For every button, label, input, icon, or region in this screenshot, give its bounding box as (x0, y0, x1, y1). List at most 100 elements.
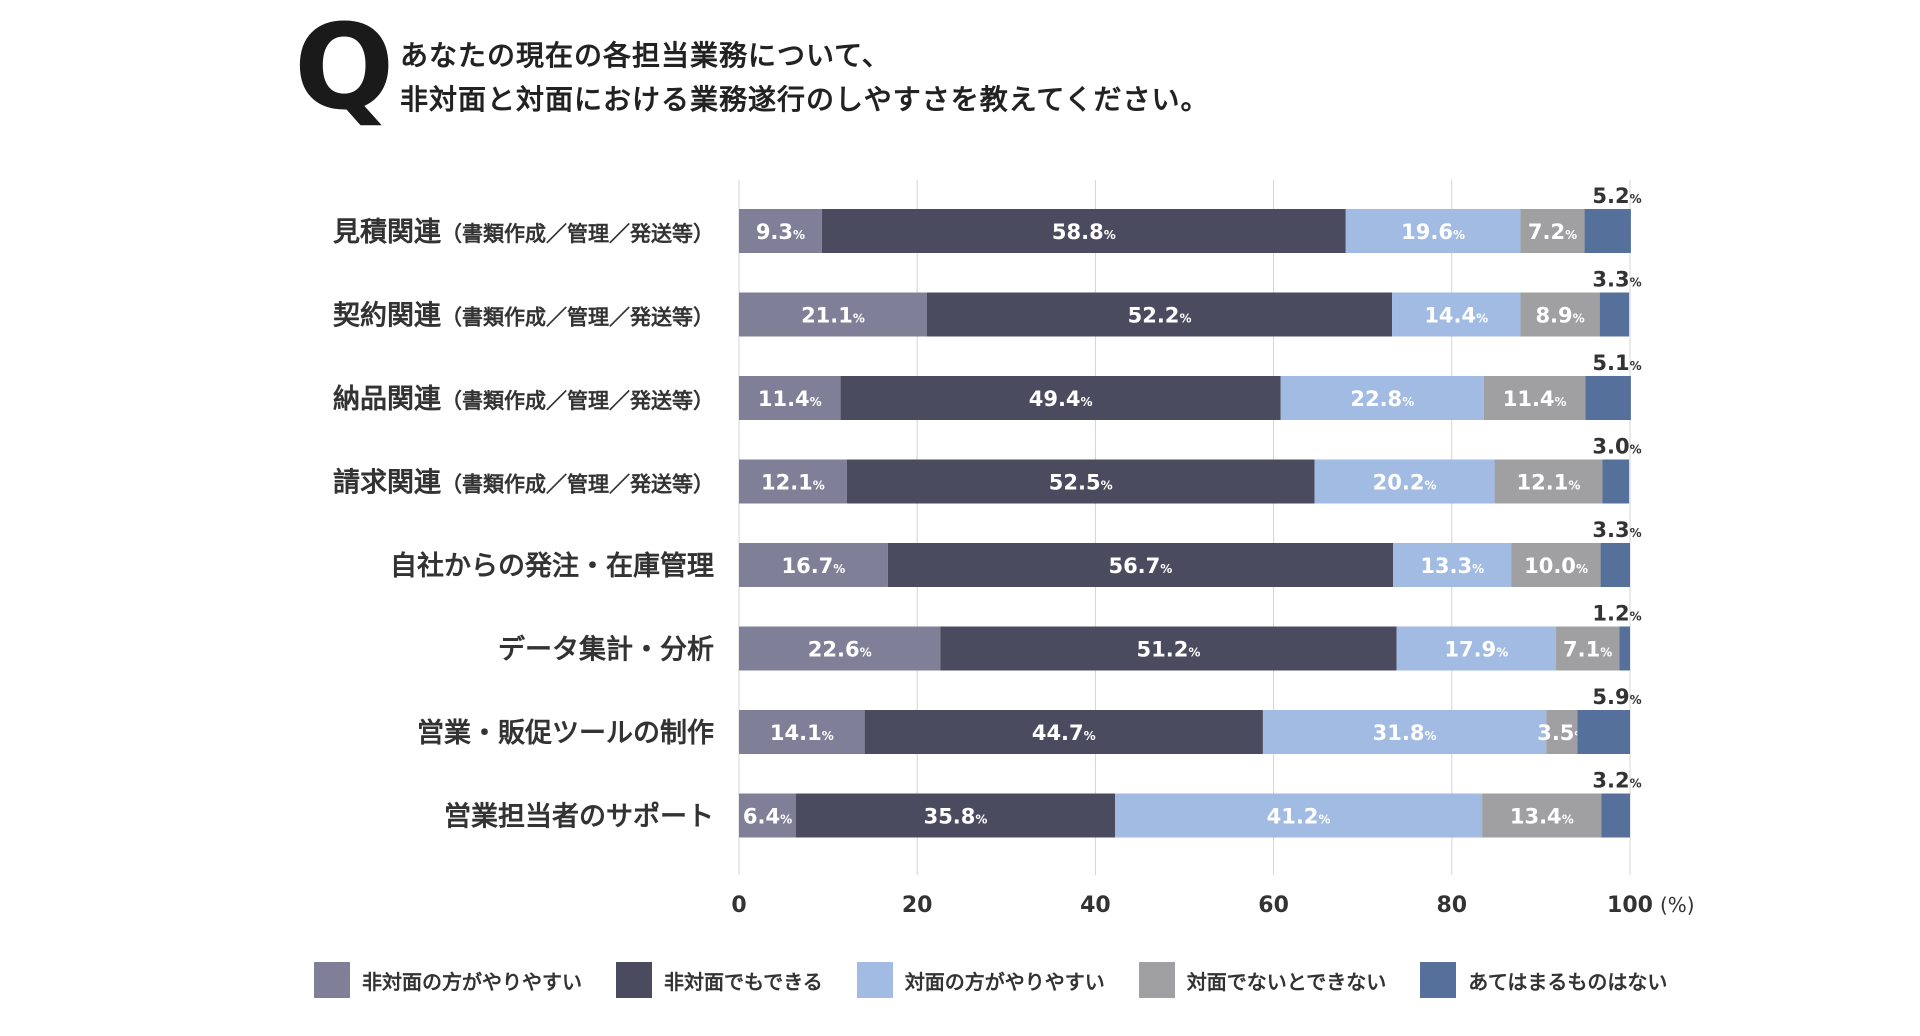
bar-segment (1494, 459, 1603, 504)
legend-swatch (1138, 962, 1175, 998)
bar-segment (1115, 793, 1483, 838)
bar-segment (1520, 209, 1585, 253)
category-label: 請求関連（書類作成／管理／発送等） (333, 467, 714, 499)
bar-segment (1619, 626, 1630, 671)
data-label: 49.4% (1029, 387, 1093, 411)
data-label: 17.9% (1444, 638, 1508, 662)
data-label: 22.6% (808, 638, 872, 662)
data-label: 3.0% (1592, 435, 1641, 459)
legend-swatch (856, 962, 893, 998)
data-label: 12.1% (761, 471, 825, 495)
data-label: 5.1% (1592, 351, 1641, 375)
category-label: 営業担当者のサポート (444, 801, 714, 833)
data-label: 3.3% (1592, 518, 1641, 542)
legend-label: 対面の方がやりやすい (904, 969, 1105, 994)
bar-segment (1396, 626, 1557, 671)
bar-segment (1483, 376, 1586, 420)
bar-segment (1482, 793, 1602, 838)
question-line-1: あなたの現在の各担当業務について、 (400, 39, 891, 72)
data-label: 13.4% (1510, 805, 1574, 829)
bar-segment (846, 459, 1315, 504)
bar-segment (1392, 543, 1512, 587)
data-label: 44.7% (1032, 721, 1096, 745)
legend-item: あてはまるものはない (1420, 962, 1667, 998)
legend-item: 非対面でもできる (616, 962, 823, 998)
data-label: 22.8% (1350, 387, 1414, 411)
legend-label: 非対面の方がやりやすい (362, 969, 582, 994)
data-label: 3.2% (1592, 769, 1641, 793)
question-text: あなたの現在の各担当業務について、 非対面と対面における業務遂行のしやすさを教え… (400, 34, 1209, 122)
data-label: 3.3% (1592, 268, 1641, 292)
legend-item: 非対面の方がやりやすい (314, 962, 582, 998)
bar-segment (739, 793, 797, 838)
bar-segment (739, 292, 928, 337)
bar-segment (864, 710, 1263, 754)
x-unit-label: (%) (1660, 893, 1695, 917)
legend-item: 対面でないとできない (1138, 962, 1387, 998)
data-label: 35.8% (924, 805, 988, 829)
x-tick-label: 60 (1258, 893, 1289, 918)
data-label: 5.9% (1592, 685, 1641, 709)
data-label: 51.2% (1137, 638, 1201, 662)
legend-swatch (1420, 962, 1457, 998)
category-label: データ集計・分析 (498, 634, 714, 666)
category-label: 営業・販促ツールの制作 (417, 717, 714, 749)
bar-segment (1599, 292, 1630, 337)
data-label: 13.3% (1420, 554, 1484, 578)
bar-segment (1345, 209, 1521, 253)
data-label: 5.2% (1592, 184, 1641, 208)
chart-legend: 非対面の方がやりやすい 非対面でもできる 対面の方がやりやすい 対面でないとできない あ… (314, 962, 1701, 998)
data-label: 14.1% (770, 721, 834, 745)
bar-segment (739, 459, 847, 504)
bar-segment (840, 376, 1281, 420)
data-label: 10.0% (1524, 554, 1588, 578)
x-tick-label: 40 (1080, 893, 1111, 918)
category-label: 見積関連（書類作成／管理／発送等） (333, 217, 714, 248)
data-label: 16.7% (781, 554, 845, 578)
x-tick-label: 80 (1436, 893, 1467, 918)
bar-segment (1392, 292, 1521, 337)
data-label: 52.5% (1049, 471, 1113, 495)
data-label: 58.8% (1052, 220, 1116, 244)
legend-swatch (616, 962, 652, 998)
question-mark: Q (294, 0, 395, 136)
bar-segment (1314, 459, 1495, 504)
bar-segment (1602, 459, 1630, 504)
data-label: 6.4% (743, 805, 792, 829)
bar-segment (739, 626, 941, 671)
category-label: 納品関連（書類作成／管理／発送等） (333, 383, 714, 415)
data-label: 11.4% (758, 387, 822, 411)
data-label: 31.8% (1373, 721, 1437, 745)
bar-segment (1262, 710, 1547, 754)
data-label: 14.4% (1424, 304, 1488, 328)
legend-label: あてはまるものはない (1468, 969, 1668, 994)
bar-segment (1280, 376, 1484, 420)
bar-segment (1546, 710, 1578, 754)
data-label: 8.9% (1535, 304, 1584, 328)
legend-label: 非対面でもできる (664, 969, 823, 994)
bar-segment (927, 292, 1393, 337)
bar-segment (1520, 292, 1600, 337)
data-label: 21.1% (801, 304, 865, 328)
bar-segment (1577, 710, 1630, 754)
data-label: 56.7% (1108, 554, 1172, 578)
x-tick-label: 100 (1607, 893, 1653, 918)
legend-label: 対面でないとできない (1186, 969, 1387, 994)
bar-segment (739, 710, 865, 754)
data-label: 19.6% (1401, 220, 1465, 244)
bar-segment (1556, 626, 1620, 671)
bar-segment (1601, 793, 1630, 838)
data-label: 11.4% (1503, 387, 1567, 411)
stacked-bar-chart: 0 20 40 60 80 100 (%) 見積関連（書類作成／管理／発送等） 9.3% 58.8… (333, 180, 1695, 918)
data-label: 9.3% (756, 220, 805, 244)
bar-segment (1585, 376, 1631, 420)
bar-segment (887, 543, 1393, 587)
data-label: 20.2% (1373, 471, 1437, 495)
question-line-2: 非対面と対面における業務遂行のしやすさを教えてください。 (400, 83, 1210, 116)
bar-segment (940, 626, 1397, 671)
bar-segment (1511, 543, 1601, 587)
bar-segment (739, 543, 888, 587)
data-label: 1.2% (1592, 602, 1641, 626)
data-label: 12.1% (1517, 471, 1581, 495)
data-label: 7.2% (1528, 220, 1577, 244)
